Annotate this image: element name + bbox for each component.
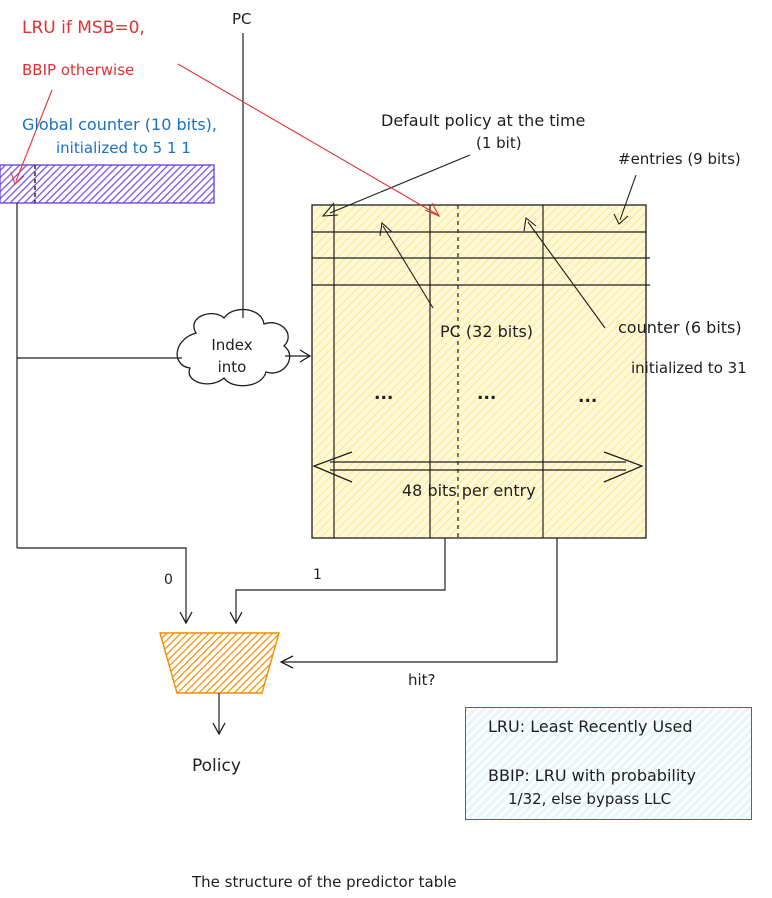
global-counter-register: [0, 164, 215, 204]
default-policy-label-1: Default policy at the time: [381, 111, 586, 130]
global-counter-label-1: Global counter (10 bits),: [22, 115, 217, 134]
lru-rule-label-2: BBIP otherwise: [22, 61, 135, 79]
red-arrows: [10, 63, 441, 218]
mux-input-1-label: 1: [313, 567, 322, 583]
ellipsis-col-2: ...: [477, 384, 497, 404]
default-policy-label-2: (1 bit): [476, 134, 522, 152]
counter-field-label: counter (6 bits): [618, 318, 742, 337]
diagram-caption: The structure of the predictor table: [192, 873, 457, 891]
mux-shape: [159, 632, 280, 694]
legend-line-1: LRU: Least Recently Used: [488, 717, 693, 736]
hit-label: hit?: [408, 671, 436, 689]
policy-output-label: Policy: [192, 756, 241, 776]
index-label-2: into: [217, 358, 247, 376]
counter-init-label: initialized to 31: [631, 359, 747, 377]
wires: [16, 33, 558, 733]
global-counter-label-2: initialized to 5 1 1: [56, 139, 191, 157]
index-label-1: Index: [211, 336, 253, 354]
index-cloud-shape: [176, 308, 291, 387]
pc-field-label: PC (32 bits): [440, 322, 534, 341]
pointer-arrows: [321, 154, 637, 329]
predictor-table: [311, 204, 650, 539]
legend-line-2: BBIP: LRU with probability: [488, 766, 697, 785]
bits-per-entry-label: 48 bits per entry: [402, 481, 536, 500]
entries-label: #entries (9 bits): [618, 150, 741, 168]
ellipsis-col-3: ...: [578, 387, 598, 407]
pc-input-label: PC: [232, 10, 252, 28]
lru-rule-label-1: LRU if MSB=0,: [22, 18, 145, 38]
mux-input-0-label: 0: [164, 572, 173, 588]
legend-line-3: 1/32, else bypass LLC: [508, 790, 672, 808]
arrowheads: [179, 349, 312, 736]
legend-box: LRU: Least Recently Used BBIP: LRU with …: [465, 707, 752, 820]
ellipsis-col-1: ...: [374, 384, 394, 404]
bits-double-arrow: [312, 451, 644, 483]
